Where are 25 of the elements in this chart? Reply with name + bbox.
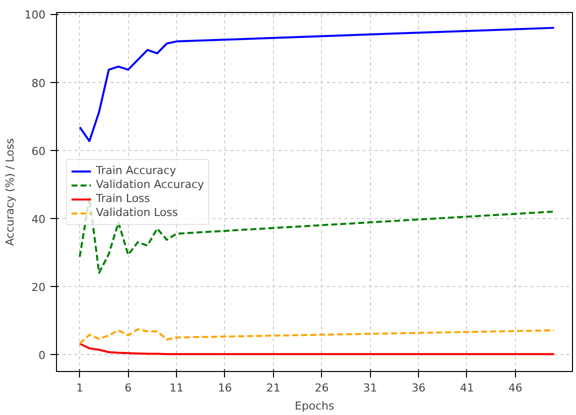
x-tick-label: 46 bbox=[508, 382, 522, 394]
x-tick-label: 21 bbox=[266, 382, 280, 394]
legend-label: Train Accuracy bbox=[96, 164, 176, 178]
y-tick-label: 60 bbox=[32, 144, 46, 158]
line-series bbox=[78, 342, 556, 356]
legend-label: Validation Accuracy bbox=[96, 178, 204, 192]
y-axis-title: Accuracy (%) / Loss bbox=[4, 138, 17, 246]
y-tick-label: 0 bbox=[38, 348, 46, 362]
x-tick-label: 31 bbox=[363, 382, 378, 394]
line-series bbox=[78, 26, 556, 142]
y-tick-label: 80 bbox=[32, 76, 46, 90]
line-series bbox=[78, 328, 556, 345]
x-tick-label: 6 bbox=[124, 382, 132, 394]
x-tick-label: 11 bbox=[170, 382, 184, 394]
y-tick-label: 20 bbox=[32, 280, 46, 294]
x-tick-label: 26 bbox=[314, 382, 329, 394]
y-tick-label: 100 bbox=[24, 8, 46, 22]
x-tick-label: 36 bbox=[412, 382, 426, 394]
x-axis-title: Epochs bbox=[294, 400, 334, 412]
x-tick-label: 1 bbox=[76, 382, 84, 394]
legend-label: Validation Loss bbox=[96, 206, 178, 220]
x-tick-label: 16 bbox=[218, 382, 232, 394]
x-tick-label: 41 bbox=[460, 382, 474, 394]
y-tick-label: 40 bbox=[32, 212, 46, 226]
legend-label: Train Loss bbox=[96, 192, 150, 206]
